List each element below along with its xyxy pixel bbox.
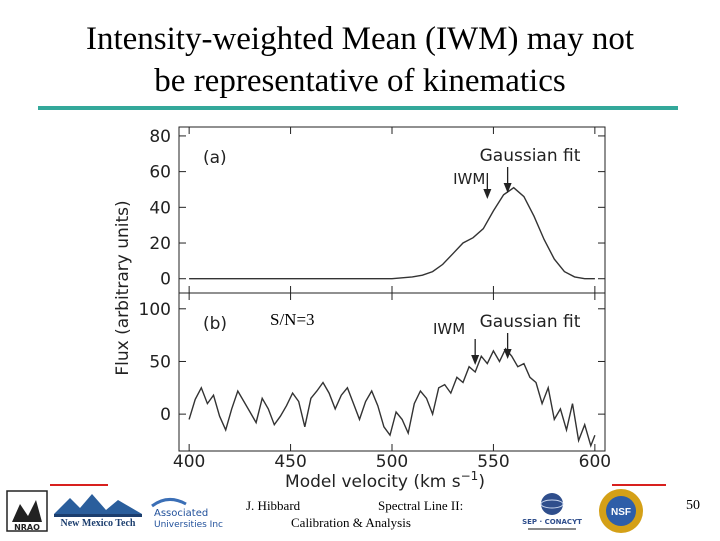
x-axis-label-text: Model velocity (km s bbox=[285, 472, 461, 492]
gaussian-fit-label: Gaussian fit bbox=[480, 146, 581, 166]
gaussian-fit-label: Gaussian fit bbox=[480, 312, 581, 332]
page-number: 50 bbox=[686, 498, 700, 513]
title-underline bbox=[38, 106, 678, 110]
gaussian-fit-arrowhead bbox=[503, 349, 512, 359]
nmt-logo: New Mexico Tech bbox=[52, 490, 144, 530]
svg-text:NRAO: NRAO bbox=[14, 523, 40, 532]
nsf-logo: NSF bbox=[596, 486, 646, 536]
svg-text:Associated: Associated bbox=[154, 508, 208, 519]
aui-logo: Associated Universities Inc bbox=[148, 494, 226, 530]
y-tick-label: 50 bbox=[149, 352, 171, 372]
x-tick-labels: 400 450 500 550 600 bbox=[173, 452, 611, 472]
title-line-2: be representative of kinematics bbox=[154, 63, 566, 99]
conacyt-logo: SEP · CONACYT bbox=[512, 490, 592, 534]
y-tick-label: 0 bbox=[160, 270, 171, 290]
y-tick-label: 60 bbox=[149, 163, 171, 183]
y-tick-label: 0 bbox=[160, 405, 171, 425]
svg-text:Universities Inc: Universities Inc bbox=[154, 520, 223, 530]
nrao-logo: NRAO bbox=[6, 490, 48, 532]
iwm-label: IWM bbox=[453, 170, 485, 188]
panel-a: 80 60 40 20 0 (a) Gaussian fit IWM bbox=[149, 127, 605, 293]
x-tick-label: 600 bbox=[579, 452, 611, 472]
panel-b: 100 50 0 (b) Gaussian fit IWM S/N=3 bbox=[139, 293, 605, 451]
x-axis-label-close: ) bbox=[478, 472, 485, 492]
footer-course-line-2: Calibration & Analysis bbox=[291, 515, 411, 530]
footer-rule-right bbox=[612, 484, 666, 486]
iwm-arrowhead bbox=[471, 355, 480, 365]
panel-label: (a) bbox=[203, 148, 227, 168]
x-axis-label-exponent: −1 bbox=[461, 469, 479, 483]
title-line-1: Intensity-weighted Mean (IWM) may not bbox=[85, 21, 634, 57]
x-tick-label: 400 bbox=[173, 452, 205, 472]
y-tick-label: 80 bbox=[149, 127, 171, 147]
footer-course-line-1: Spectral Line II: bbox=[378, 498, 464, 513]
spectrum-line-b bbox=[188, 347, 596, 448]
x-tick-label: 550 bbox=[477, 452, 509, 472]
gaussian-fit-arrowhead bbox=[503, 183, 512, 193]
svg-text:New Mexico Tech: New Mexico Tech bbox=[61, 518, 136, 529]
svg-text:SEP · CONACYT: SEP · CONACYT bbox=[522, 518, 582, 526]
svg-text:NSF: NSF bbox=[611, 507, 631, 518]
y-axis-label: Flux (arbitrary units) bbox=[113, 200, 133, 375]
spectrum-line-a bbox=[189, 186, 595, 280]
footer-rule-left bbox=[50, 484, 108, 486]
x-axis-label: Model velocity (km s−1) bbox=[285, 469, 485, 492]
x-tick-label: 450 bbox=[274, 452, 306, 472]
signal-to-noise-label: S/N=3 bbox=[270, 310, 315, 329]
y-tick-label: 40 bbox=[149, 198, 171, 218]
footer-author: J. Hibbard bbox=[246, 498, 301, 513]
slide-title: Intensity-weighted Mean (IWM) may not be… bbox=[0, 18, 720, 102]
panel-label: (b) bbox=[203, 314, 227, 334]
iwm-label: IWM bbox=[433, 320, 465, 338]
y-tick-label: 20 bbox=[149, 234, 171, 254]
x-tick-label: 500 bbox=[376, 452, 408, 472]
iwm-arrowhead bbox=[483, 189, 492, 199]
y-tick-label: 100 bbox=[139, 300, 171, 320]
